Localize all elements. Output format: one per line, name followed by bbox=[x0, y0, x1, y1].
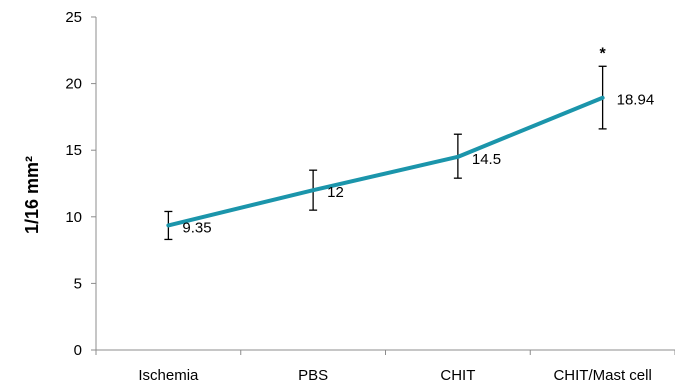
y-tick-label: 0 bbox=[74, 342, 82, 359]
error-bars bbox=[164, 65, 607, 241]
y-axis-ticks: 0 5 10 15 20 25 bbox=[65, 9, 96, 359]
y-tick-label: 20 bbox=[65, 76, 82, 93]
x-axis-ticks: Ischemia PBS CHIT CHIT/Mast cell bbox=[95, 350, 675, 384]
y-tick-label: 5 bbox=[74, 275, 82, 292]
x-tick-label: CHIT/Mast cell bbox=[553, 367, 651, 384]
x-tick-label: PBS bbox=[298, 367, 328, 384]
y-tick-label: 15 bbox=[65, 142, 82, 159]
data-label: 14.5 bbox=[472, 151, 501, 168]
data-label: 9.35 bbox=[182, 219, 211, 236]
y-tick-label: 25 bbox=[65, 9, 82, 26]
data-label: 12 bbox=[327, 184, 344, 201]
x-tick-label: CHIT bbox=[440, 367, 475, 384]
axes bbox=[95, 17, 675, 351]
data-labels: 9.35 12 14.5 18.94 bbox=[182, 92, 654, 237]
y-tick-label: 10 bbox=[65, 209, 82, 226]
annotations: * bbox=[600, 45, 607, 62]
series-line bbox=[166, 95, 605, 228]
data-label: 18.94 bbox=[617, 92, 655, 109]
x-tick-label: Ischemia bbox=[138, 367, 199, 384]
y-axis-title: 1/16 mm² bbox=[22, 156, 42, 234]
series-lines bbox=[166, 95, 605, 228]
significance-asterisk: * bbox=[600, 45, 607, 62]
